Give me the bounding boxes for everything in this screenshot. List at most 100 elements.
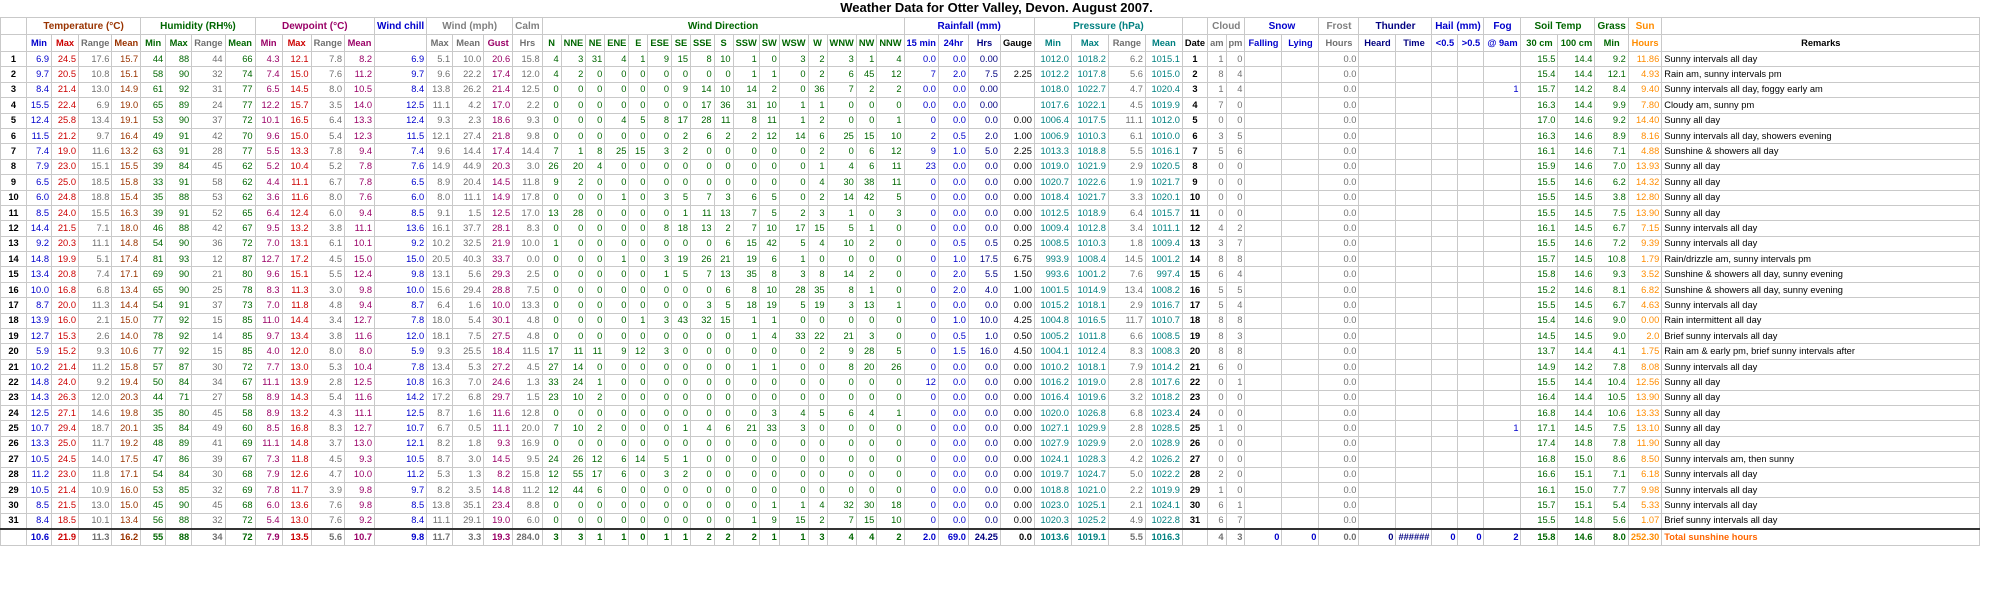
- table-cell: 0: [560, 435, 587, 453]
- table-cell: 9: [758, 512, 780, 530]
- table-cell: 1.3: [512, 374, 543, 391]
- table-cell: 18.8: [77, 189, 113, 206]
- table-cell: 4: [604, 50, 630, 68]
- table-cell: 1022.2: [1144, 466, 1183, 483]
- table-cell: 77: [224, 143, 256, 160]
- table-cell: 1004.1: [1033, 343, 1072, 360]
- table-cell: [1395, 143, 1433, 160]
- table-cell: 0.00: [999, 220, 1035, 237]
- table-cell: 9.7: [77, 127, 113, 145]
- table-cell: 1017.8: [1070, 66, 1109, 83]
- table-cell: 28: [191, 143, 226, 160]
- table-cell: 5: [1207, 281, 1227, 299]
- table-cell: 0: [903, 251, 939, 268]
- table-cell: 12.0: [281, 343, 312, 360]
- table-cell: 0.0: [967, 189, 1001, 206]
- table-cell: 27.4: [452, 127, 485, 145]
- table-cell: 1: [758, 66, 780, 83]
- table-cell: 1001.2: [1144, 251, 1183, 268]
- table-cell: [1483, 143, 1522, 160]
- table-cell: 7.80: [1627, 97, 1663, 114]
- table-cell: 4: [758, 328, 780, 345]
- table-cell: 14.4: [1557, 374, 1596, 391]
- table-cell: 15.1: [77, 158, 113, 176]
- table-cell: 0.0: [1318, 451, 1360, 468]
- table-cell: 6: [1207, 512, 1227, 530]
- table-cell: 1: [855, 220, 878, 237]
- table-cell: 1025.1: [1070, 497, 1109, 514]
- table-cell: 20.8: [51, 266, 79, 283]
- table-cell: [1483, 374, 1522, 391]
- table-cell: 0: [560, 328, 587, 345]
- table-cell: 6.6: [1107, 328, 1146, 345]
- table-cell: 32: [191, 512, 226, 530]
- table-cell: 28: [778, 281, 809, 299]
- table-cell: 11.0: [254, 312, 283, 330]
- table-cell: 3: [1207, 235, 1227, 253]
- table-cell: 15.2: [1520, 281, 1559, 299]
- table-cell: 1: [807, 158, 828, 176]
- table-cell: 8.3: [254, 281, 283, 299]
- table-cell: [1431, 451, 1459, 468]
- table-cell: 0: [647, 374, 672, 391]
- table-cell: 1015.2: [1033, 297, 1072, 314]
- table-cell: 0.0: [1318, 81, 1360, 99]
- table-cell: 0: [758, 343, 780, 360]
- table-cell: 6: [713, 235, 734, 253]
- table-cell: 0.0: [1318, 127, 1360, 145]
- table-cell: 7: [826, 512, 857, 530]
- table-cell: [1483, 389, 1522, 406]
- table-cell: 0: [628, 158, 649, 176]
- table-cell: 19: [758, 297, 780, 314]
- table-cell: 0: [903, 466, 939, 483]
- table-cell: 6.8: [1107, 404, 1146, 422]
- table-cell: 20.5: [426, 251, 454, 268]
- table-cell: 16.6: [1520, 466, 1559, 483]
- table-cell: 0: [541, 281, 562, 299]
- table-cell: 12: [541, 466, 562, 483]
- table-cell: [1281, 127, 1320, 145]
- table-cell: 1027.1: [1033, 420, 1072, 437]
- table-cell: 5.1: [426, 50, 454, 68]
- table-cell: 72: [224, 528, 256, 546]
- table-cell: [1395, 81, 1433, 99]
- table-cell: 9.6: [426, 66, 454, 83]
- table-cell: 0: [604, 235, 630, 253]
- table-cell: [1395, 281, 1433, 299]
- table-row: 6 11.5 21.2 9.7 16.4 49 91 42 70 9.6 15.0 5.4 12.3 11…: [0, 127, 1981, 145]
- table-cell: 4.93: [1627, 66, 1663, 83]
- table-cell: 0: [1281, 528, 1320, 546]
- table-cell: 27.2: [483, 358, 514, 376]
- table-cell: [1358, 81, 1397, 99]
- table-cell: 9.9: [1594, 97, 1629, 114]
- table-cell: 0: [807, 451, 828, 468]
- table-cell: 5.4: [1594, 497, 1629, 514]
- table-cell: 8.9: [254, 404, 283, 422]
- table-cell: 0: [671, 343, 691, 360]
- table-cell: [1483, 112, 1522, 129]
- group-header: Fog: [1483, 17, 1522, 35]
- table-cell: 2.0: [937, 266, 969, 283]
- table-cell: 14: [778, 127, 809, 145]
- table-cell: 0.0: [1318, 235, 1360, 253]
- table-cell: [1244, 204, 1283, 222]
- table-cell: 13.0: [77, 81, 113, 99]
- table-cell: 1.00: [999, 281, 1035, 299]
- table-cell: 6.9: [374, 50, 428, 68]
- table-cell: 72: [224, 235, 256, 253]
- table-cell: [1281, 281, 1320, 299]
- table-cell: 1028.3: [1070, 451, 1109, 468]
- table-cell: 0: [628, 97, 649, 114]
- table-cell: 32.5: [452, 235, 485, 253]
- table-cell: 27.1: [51, 404, 79, 422]
- table-cell: 10: [826, 235, 857, 253]
- table-cell: 7.0: [254, 297, 283, 314]
- table-cell: 30: [191, 358, 226, 376]
- table-cell: 1026.2: [1144, 451, 1183, 468]
- table-cell: 13.4: [26, 266, 52, 283]
- table-cell: 9.8: [344, 281, 376, 299]
- table-cell: 0: [560, 266, 587, 283]
- table-cell: [1244, 112, 1283, 129]
- table-cell: 3: [647, 466, 672, 483]
- table-cell: 18: [0, 312, 27, 330]
